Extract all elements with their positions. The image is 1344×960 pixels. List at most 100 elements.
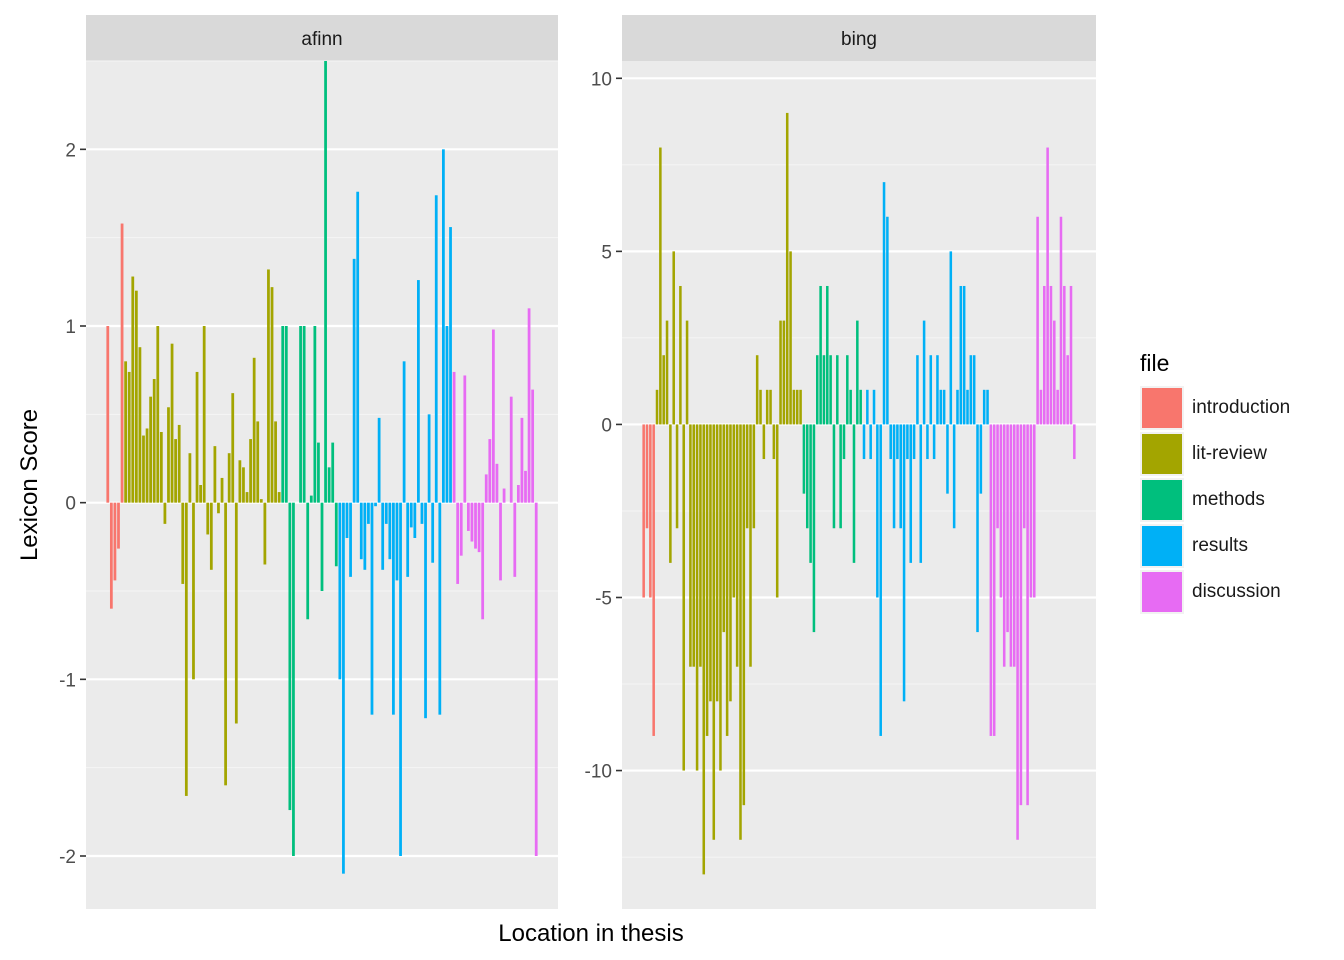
bar-lit-review <box>249 439 252 503</box>
legend-item: results <box>1140 523 1290 569</box>
bar-lit-review <box>732 424 736 598</box>
bar-lit-review <box>682 424 685 771</box>
bar-lit-review <box>202 326 206 503</box>
bar-results <box>926 424 929 460</box>
legend-key <box>1140 386 1184 430</box>
bar-discussion <box>534 502 538 856</box>
bar-methods <box>288 502 292 811</box>
bar-results <box>982 389 986 425</box>
bar-results <box>349 502 352 577</box>
legend-swatch <box>1142 388 1182 428</box>
bar-lit-review <box>159 432 163 503</box>
bar-discussion <box>1066 355 1069 425</box>
bar-lit-review <box>762 424 766 460</box>
bar-methods <box>832 424 836 529</box>
bar-results <box>395 502 399 581</box>
bar-lit-review <box>209 502 213 570</box>
bar-results <box>882 182 886 425</box>
bar-results <box>352 258 356 503</box>
bar-discussion <box>1006 424 1009 633</box>
bar-methods <box>842 424 846 460</box>
bar-lit-review <box>782 320 786 425</box>
bar-introduction <box>113 502 117 581</box>
bar-methods <box>849 389 852 425</box>
bar-lit-review <box>739 424 742 840</box>
bar-discussion <box>999 424 1003 598</box>
bar-lit-review <box>256 421 260 503</box>
bar-results <box>427 414 431 503</box>
bar-methods <box>812 424 816 633</box>
bar-results <box>417 280 420 503</box>
bar-lit-review <box>231 393 235 503</box>
bar-results <box>381 502 385 570</box>
bar-discussion <box>499 502 502 581</box>
bar-discussion <box>484 474 488 503</box>
bar-lit-review <box>712 424 716 840</box>
bar-results <box>862 424 866 460</box>
legend-swatch <box>1142 526 1182 566</box>
bar-discussion <box>474 502 477 549</box>
legend-label: lit-review <box>1192 443 1267 464</box>
bar-lit-review <box>765 389 769 425</box>
bar-lit-review <box>181 502 185 584</box>
bar-results <box>899 424 902 529</box>
bar-discussion <box>491 329 495 503</box>
bar-discussion <box>1049 285 1053 425</box>
bar-discussion <box>516 485 520 503</box>
bar-discussion <box>989 424 993 736</box>
legend-swatch <box>1142 434 1182 474</box>
bar-discussion <box>459 502 463 556</box>
bar-discussion <box>1022 424 1026 529</box>
bar-lit-review <box>675 424 679 529</box>
y-tick-label: 0 <box>601 415 612 436</box>
bar-methods <box>856 320 859 425</box>
bar-methods <box>836 355 839 425</box>
bar-lit-review <box>705 424 709 736</box>
facet-strip <box>622 15 1096 61</box>
bar-discussion <box>1029 424 1033 598</box>
bar-lit-review <box>729 424 732 702</box>
bar-lit-review <box>695 424 699 771</box>
bar-results <box>909 424 913 563</box>
bar-lit-review <box>192 502 195 680</box>
facet-strip <box>86 15 558 61</box>
bar-discussion <box>520 417 524 503</box>
legend-label: introduction <box>1192 397 1291 418</box>
bar-methods <box>302 326 306 503</box>
legend-swatch <box>1142 572 1182 612</box>
bar-results <box>392 502 395 715</box>
bar-lit-review <box>795 389 799 425</box>
bar-lit-review <box>749 424 752 667</box>
bar-results <box>889 424 892 460</box>
facet-title: bing <box>841 29 877 50</box>
bar-lit-review <box>213 446 217 503</box>
bar-lit-review <box>199 485 202 503</box>
bar-lit-review <box>220 477 224 503</box>
bar-lit-review <box>709 424 712 702</box>
bar-results <box>413 502 417 538</box>
bar-results <box>399 502 402 856</box>
bar-results <box>445 326 449 503</box>
facet-title: afinn <box>301 29 342 50</box>
bar-methods <box>852 424 856 563</box>
bar-discussion <box>1059 216 1063 425</box>
y-tick-label: 10 <box>591 69 612 90</box>
bar-lit-review <box>138 347 142 503</box>
bar-results <box>976 424 979 633</box>
bar-methods <box>809 424 812 563</box>
bar-methods <box>816 355 819 425</box>
bar-results <box>406 502 410 577</box>
bar-methods <box>331 442 335 503</box>
bar-discussion <box>1009 424 1013 667</box>
bar-discussion <box>1043 285 1046 425</box>
y-tick-label: -10 <box>585 762 612 783</box>
bar-results <box>367 502 370 524</box>
bar-results <box>876 424 879 598</box>
y-tick-label: -2 <box>59 847 76 868</box>
bar-discussion <box>1016 424 1019 840</box>
bar-discussion <box>513 502 517 577</box>
bar-methods <box>822 355 826 425</box>
bar-results <box>946 424 949 494</box>
bar-results <box>374 502 377 507</box>
